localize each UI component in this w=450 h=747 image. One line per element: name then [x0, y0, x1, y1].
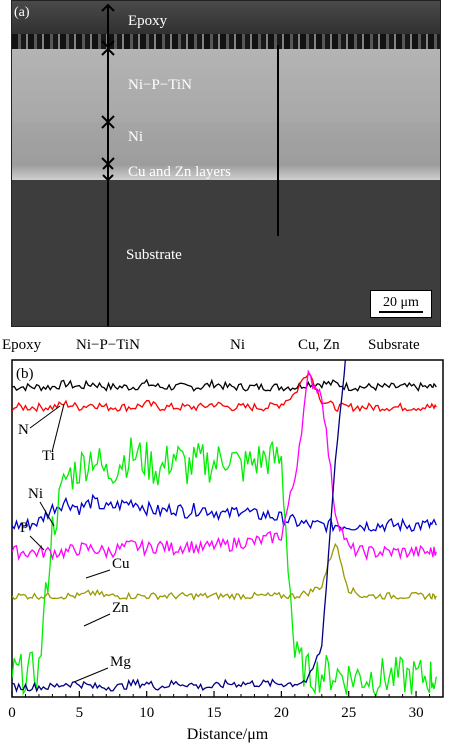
series-label-ni: Ni — [28, 486, 43, 502]
region-label-cuzn: Cu, Zn — [298, 337, 340, 353]
nip-label: Ni−P−TiN — [128, 77, 192, 93]
series-label-n: N — [18, 422, 29, 438]
x-tick-label-15: 15 — [207, 705, 222, 721]
epoxy-interface — [12, 34, 440, 50]
x-tick-label-0: 0 — [8, 705, 16, 721]
sem-image-panel: (a) Epoxy Ni−P−TiN Ni Cu and Zn layers S… — [11, 0, 441, 327]
scale-bar: 20 μm — [370, 290, 432, 318]
series-leader-ni — [39, 501, 55, 527]
cu-zn-layer — [12, 164, 440, 180]
x-tick-label-20: 20 — [274, 705, 289, 721]
series-leader-n — [29, 405, 61, 429]
ni-layer — [12, 122, 440, 164]
series-leader-p — [29, 535, 45, 551]
region-label-nip: Ni−P−TiN — [76, 337, 140, 353]
region-label-substrate: Subsrate — [368, 337, 420, 353]
series-line-ni — [12, 493, 437, 534]
series-line-cu — [12, 369, 437, 562]
x-tick-label-5: 5 — [76, 705, 84, 721]
series-leader-zn — [83, 613, 111, 627]
region-label-epoxy: Epoxy — [2, 337, 42, 353]
series-line-ti — [12, 373, 437, 413]
layer-markers — [101, 3, 279, 326]
scale-bar-line — [379, 311, 423, 313]
series-label-mg: Mg — [110, 654, 131, 670]
series-leader-mg — [73, 667, 109, 683]
series-line-mg — [12, 360, 346, 693]
series-label-cu: Cu — [112, 556, 130, 572]
substrate-label: Substrate — [126, 247, 182, 263]
cuzn-label: Cu and Zn layers — [128, 164, 231, 180]
plot-frame — [11, 359, 444, 698]
series-label-p: P — [20, 520, 28, 536]
ni-p-tin-layer — [12, 49, 440, 122]
x-tick-label-10: 10 — [139, 705, 154, 721]
x-axis-label: Distance/μm — [187, 726, 269, 743]
region-label-ni: Ni — [230, 337, 245, 353]
x-tick-label-30: 30 — [409, 705, 424, 721]
region-labels: Epoxy Ni−P−TiN Ni Cu, Zn Subsrate — [0, 337, 450, 359]
series-label-zn: Zn — [112, 600, 129, 616]
scale-bar-label: 20 μm — [383, 295, 419, 310]
series-leader-cu — [85, 569, 111, 579]
series-line-p — [12, 437, 437, 697]
epoxy-label: Epoxy — [128, 13, 168, 29]
series-label-ti: Ti — [42, 448, 55, 464]
substrate-layer — [12, 180, 440, 326]
panel-b-tag: (b) — [16, 366, 34, 382]
line-scan-chart: (b) N Ti Ni P Cu Zn Mg 0 5 10 15 20 25 30 Distance/μm — [8, 359, 444, 743]
series-leader-ti — [51, 403, 65, 453]
panel-a-tag: (a) — [14, 5, 30, 20]
x-tick-label-25: 25 — [341, 705, 356, 721]
series-line-n — [12, 378, 437, 392]
series-line-zn — [12, 542, 437, 601]
ni-label: Ni — [128, 129, 143, 145]
